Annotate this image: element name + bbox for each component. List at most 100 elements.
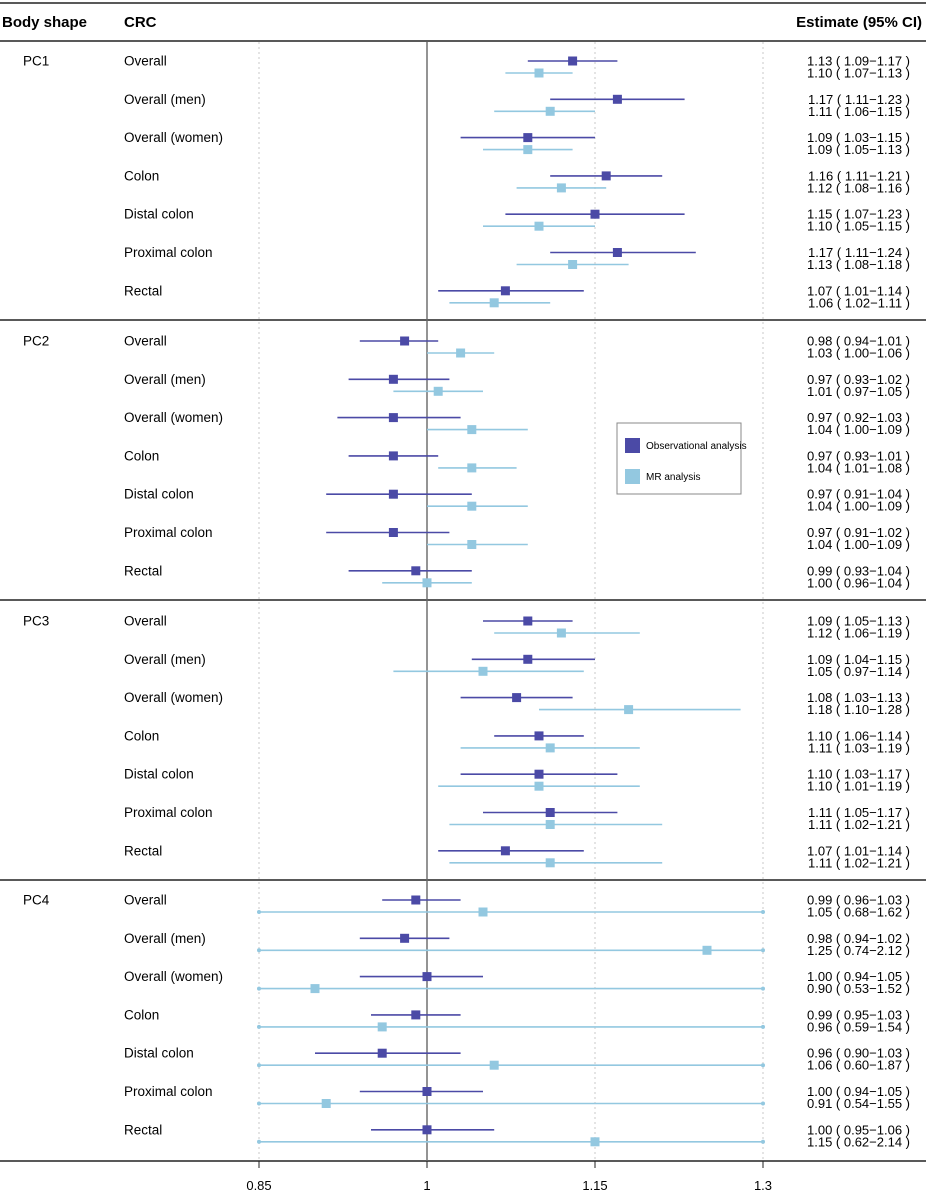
row-label: Overall [124,54,167,69]
obs-estimate: 0.97 ( 0.93−1.01 ) [807,448,910,463]
mr-estimate: 1.04 ( 1.00−1.09 ) [807,422,910,437]
forest-row: Overall (women) 1.08 ( 1.03−1.13 )1.18 ( … [124,690,910,717]
obs-point [388,489,398,499]
mr-estimate: 1.11 ( 1.02−1.21 ) [808,855,910,870]
forest-row: Overall (men) 0.97 ( 0.93−1.02 )1.01 ( 0.… [124,372,910,399]
mr-estimate: 1.12 ( 1.08−1.16 ) [807,180,910,195]
obs-estimate: 1.16 ( 1.11−1.21 ) [808,168,910,183]
forest-row: Distal colon 0.97 ( 0.91−1.04 )1.04 ( 1.0… [124,487,910,514]
mr-estimate: 1.06 ( 0.60−1.87 ) [807,1058,910,1073]
obs-point [388,528,398,537]
mr-ci-clip-right [761,1024,765,1029]
obs-estimate: 1.17 ( 1.11−1.23 ) [808,92,910,107]
obs-point [545,808,555,817]
obs-point [500,846,510,856]
forest-row: Rectal 1.07 ( 1.01−1.14 )1.06 ( 1.02−1.11… [124,283,910,310]
mr-ci-clip-left [257,1139,261,1144]
legend-swatch-mr [625,469,640,484]
mr-point [433,386,443,396]
obs-point [612,94,622,104]
obs-point [388,451,398,461]
mr-point [310,984,320,994]
forest-row: Rectal 0.99 ( 0.93−1.04 )1.00 ( 0.96−1.04… [124,563,910,590]
row-label: Overall (men) [124,931,206,946]
obs-point [500,286,510,296]
obs-point [388,374,398,384]
obs-estimate: 0.97 ( 0.91−1.04 ) [807,487,910,502]
obs-point [601,171,611,181]
mr-ci-clip-left [257,1024,261,1029]
row-label: Proximal colon [124,805,213,820]
forest-row: Overall (women) 1.00 ( 0.94−1.05 )0.90 ( … [124,969,910,996]
mr-estimate: 1.00 ( 0.96−1.04 ) [807,575,910,590]
group-label: PC1 [23,54,49,69]
mr-point [321,1099,331,1108]
mr-point [534,781,544,791]
obs-estimate: 1.10 ( 1.03−1.17 ) [807,767,910,782]
obs-estimate: 1.07 ( 1.01−1.14 ) [807,843,910,858]
header-crc: CRC [124,14,157,31]
obs-estimate: 1.15 ( 1.07−1.23 ) [807,207,910,222]
forest-row: Colon 0.99 ( 0.95−1.03 )0.96 ( 0.59−1.54 … [124,1007,910,1034]
forest-row: Colon 1.16 ( 1.11−1.21 )1.12 ( 1.08−1.16 … [124,168,910,195]
obs-point [422,1125,432,1135]
forest-row: Overall 0.98 ( 0.94−1.01 )1.03 ( 1.00−1.0… [124,334,910,361]
mr-point [456,348,466,358]
forest-row: Proximal colon 1.00 ( 0.94−1.05 )0.91 ( 0… [124,1084,910,1111]
forest-row: Rectal 1.00 ( 0.95−1.06 )1.15 ( 0.62−2.14… [124,1122,910,1149]
legend: Observational analysis MR analysis [616,422,747,495]
mr-ci-clip-left [257,986,261,991]
row-label: Distal colon [124,767,194,782]
mr-point [568,260,578,269]
mr-point [534,221,544,231]
mr-point [478,666,488,676]
mr-estimate: 1.11 ( 1.03−1.19 ) [808,740,910,755]
obs-estimate: 1.09 ( 1.05−1.13 ) [807,614,910,629]
group-pc4: PC4 Overall 0.99 ( 0.96−1.03 )1.05 ( 0.68−… [23,893,910,1150]
obs-point [377,1048,387,1058]
row-label: Rectal [124,843,162,858]
obs-point [422,1087,432,1096]
row-label: Overall (women) [124,690,223,705]
mr-ci-clip-left [257,1101,261,1106]
x-tick-label: 1 [423,1178,430,1193]
forest-row: Proximal colon 0.97 ( 0.91−1.02 )1.04 ( 1… [124,525,910,552]
mr-point [545,858,555,868]
mr-estimate: 1.01 ( 0.97−1.05 ) [807,384,910,399]
row-label: Distal colon [124,487,194,502]
row-label: Colon [124,448,159,463]
row-label: Distal colon [124,1046,194,1061]
mr-estimate: 0.96 ( 0.59−1.54 ) [807,1019,910,1034]
mr-ci-clip-right [761,1139,765,1144]
mr-ci-clip-right [761,1101,765,1106]
obs-point [534,731,544,741]
row-label: Distal colon [124,207,194,222]
obs-estimate: 0.97 ( 0.93−1.02 ) [807,372,910,387]
header-body-shape: Body shape [2,14,87,31]
mr-point [467,425,477,435]
group-pc3: PC3 Overall 1.09 ( 1.05−1.13 )1.12 ( 1.06−… [23,614,910,871]
obs-estimate: 1.07 ( 1.01−1.14 ) [807,283,910,298]
obs-estimate: 1.13 ( 1.09−1.17 ) [807,54,910,69]
forest-row: Overall (men) 0.98 ( 0.94−1.02 )1.25 ( 0.… [124,931,910,958]
mr-estimate: 1.04 ( 1.00−1.09 ) [807,537,910,552]
row-label: Rectal [124,1122,162,1137]
mr-point [422,578,432,588]
mr-estimate: 1.11 ( 1.02−1.21 ) [808,817,910,832]
legend-label-mr: MR analysis [646,472,700,483]
obs-point [523,616,533,626]
row-label: Overall (men) [124,652,206,667]
forest-row: Overall 0.99 ( 0.96−1.03 )1.05 ( 0.68−1.6… [124,893,910,920]
forest-row: Overall (women) 0.97 ( 0.92−1.03 )1.04 ( … [124,410,910,437]
row-label: Colon [124,728,159,743]
grid-lines [258,42,764,1161]
obs-estimate: 0.99 ( 0.95−1.03 ) [807,1007,910,1022]
obs-estimate: 1.00 ( 0.95−1.06 ) [807,1122,910,1137]
mr-point [556,628,566,638]
obs-estimate: 1.00 ( 0.94−1.05 ) [807,1084,910,1099]
forest-rows: PC1 Overall 1.13 ( 1.09−1.17 )1.10 ( 1.07−… [23,54,910,1150]
mr-point [534,68,544,78]
mr-estimate: 1.25 ( 0.74−2.12 ) [807,943,910,958]
obs-estimate: 1.00 ( 0.94−1.05 ) [807,969,910,984]
